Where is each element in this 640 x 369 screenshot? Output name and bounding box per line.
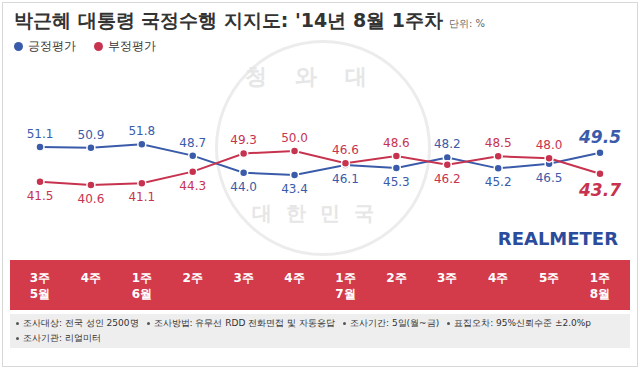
svg-text:41.5: 41.5 xyxy=(27,189,54,203)
svg-text:1주8월: 1주8월 xyxy=(590,271,610,301)
html-text:조사대상: 전국 성인 2500명: 조사대상: 전국 성인 2500명 xyxy=(23,318,139,328)
svg-text:3주5월: 3주5월 xyxy=(30,271,50,301)
svg-text:4주: 4주 xyxy=(81,271,101,285)
svg-text:43.7: 43.7 xyxy=(578,180,621,200)
svg-text:51.1: 51.1 xyxy=(27,127,54,141)
svg-text:46.1: 46.1 xyxy=(332,172,359,186)
svg-text:40.6: 40.6 xyxy=(78,192,105,206)
svg-text:48.0: 48.0 xyxy=(536,138,563,152)
svg-text:46.6: 46.6 xyxy=(332,143,359,157)
svg-text:3주: 3주 xyxy=(437,271,457,285)
svg-text:45.2: 45.2 xyxy=(485,175,512,189)
svg-text:50.9: 50.9 xyxy=(78,128,105,142)
svg-text:48.2: 48.2 xyxy=(434,137,461,151)
svg-text:41.1: 41.1 xyxy=(128,190,155,204)
html-text:조사기간: 5일(월~금): 조사기간: 5일(월~금) xyxy=(350,318,440,328)
html-text:박근혜 대통령 국정수행 지지도: '14년 8월 1주차: 박근혜 대통령 국정수행 지지도: '14년 8월 1주차 단위: % xyxy=(14,9,485,31)
svg-text:46.5: 46.5 xyxy=(536,171,563,185)
html-text:청와대: 청와대 xyxy=(245,64,395,89)
html-text:조사방법: 유무선 RDD 전화면접 및 자동응답: 조사방법: 유무선 RDD 전화면접 및 자동응답 xyxy=(153,318,335,328)
svg-text:44.3: 44.3 xyxy=(179,179,206,193)
html-text:조사기관: 리얼미터: 조사기관: 리얼미터 xyxy=(23,333,101,343)
svg-text:45.3: 45.3 xyxy=(383,175,410,189)
svg-text:43.4: 43.4 xyxy=(281,182,308,196)
html-text:부정평가: 부정평가 xyxy=(108,39,156,53)
svg-text:48.6: 48.6 xyxy=(383,136,410,150)
svg-text:2주: 2주 xyxy=(183,271,203,285)
html-text:긍정평가: 긍정평가 xyxy=(28,39,76,53)
svg-text:48.7: 48.7 xyxy=(179,136,206,150)
svg-text:4주: 4주 xyxy=(284,271,304,285)
svg-text:49.5: 49.5 xyxy=(578,127,621,147)
svg-text:49.3: 49.3 xyxy=(230,133,257,147)
svg-text:51.8: 51.8 xyxy=(128,124,155,138)
svg-text:4주: 4주 xyxy=(488,271,508,285)
html-text:대한민국: 대한민국 xyxy=(252,201,388,225)
svg-text:1주7월: 1주7월 xyxy=(335,271,355,301)
svg-text:44.0: 44.0 xyxy=(230,180,257,194)
html-text:표집오차: 95%신뢰수준 ±2.0%p: 표집오차: 95%신뢰수준 ±2.0%p xyxy=(454,318,592,328)
svg-text:3주: 3주 xyxy=(233,271,253,285)
svg-text:1주6월: 1주6월 xyxy=(132,271,152,301)
svg-text:5주: 5주 xyxy=(539,271,559,285)
svg-text:2주: 2주 xyxy=(386,271,406,285)
svg-text:50.0: 50.0 xyxy=(281,131,308,145)
svg-text:46.2: 46.2 xyxy=(434,172,461,186)
svg-text:48.5: 48.5 xyxy=(485,136,512,150)
html-text:REALMETER: REALMETER xyxy=(497,228,618,249)
